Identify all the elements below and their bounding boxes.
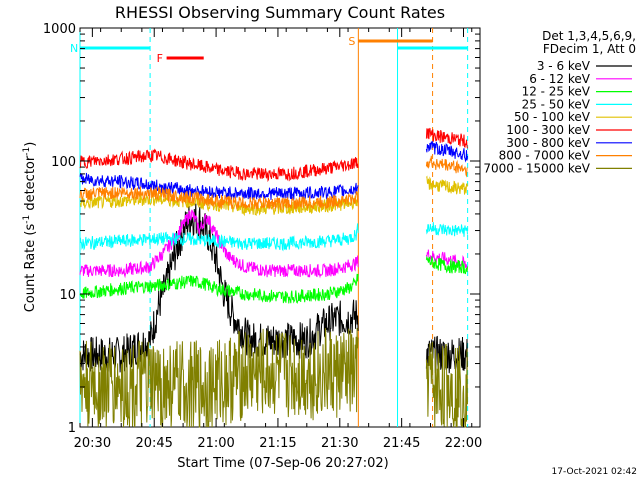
series-line-8-seg-1	[425, 341, 468, 428]
series-line-7-seg-1	[425, 155, 468, 178]
legend-label-7: 800 - 7000 keV	[499, 149, 591, 163]
x-tick-label-4: 21:30	[321, 436, 358, 451]
series-line-4-seg-0	[80, 191, 359, 217]
series-line-8-seg-0	[79, 327, 359, 428]
legend-label-4: 50 - 100 keV	[514, 110, 591, 124]
series-line-3-seg-0	[79, 223, 359, 252]
legend-label-2: 12 - 25 keV	[522, 85, 591, 99]
legend-label-6: 300 - 800 keV	[506, 136, 590, 150]
series-layer	[79, 127, 468, 428]
legend-header-0: Det 1,3,4,5,6,9,	[542, 29, 636, 43]
x-tick-label-3: 21:15	[259, 436, 296, 451]
x-tick-label-6: 22:00	[445, 436, 482, 451]
chart-title: RHESSI Observing Summary Count Rates	[115, 3, 445, 22]
x-tick-label-1: 20:45	[135, 436, 172, 451]
series-line-5-seg-0	[79, 148, 359, 183]
legend-label-1: 6 - 12 keV	[529, 72, 591, 86]
y-tick-label-1: 10	[59, 288, 76, 303]
y-tick-label-2: 100	[51, 155, 76, 170]
legend: Det 1,3,4,5,6,9,FDecim 1, Att 0 3 - 6 keV…	[483, 29, 636, 175]
x-axis-title: Start Time (07-Sep-06 20:27:02)	[177, 456, 388, 471]
series-line-4-seg-1	[426, 175, 468, 195]
series-line-6-seg-0	[79, 172, 359, 201]
flag-label-F: F	[157, 52, 163, 65]
flag-label-S: S	[348, 35, 355, 48]
series-line-0-seg-1	[425, 335, 468, 374]
series-line-7-seg-0	[79, 185, 359, 211]
legend-label-8: 7000 - 15000 keV	[483, 161, 590, 175]
series-line-1-seg-1	[425, 249, 468, 272]
series-line-1-seg-0	[79, 209, 359, 279]
series-line-3-seg-1	[425, 222, 468, 237]
x-tick-label-5: 21:45	[383, 436, 420, 451]
legend-label-0: 3 - 6 keV	[537, 59, 591, 73]
flag-bars: N F S	[70, 35, 468, 65]
series-line-0-seg-0	[79, 203, 359, 373]
series-line-5-seg-1	[425, 127, 468, 149]
generation-timestamp: 17-Oct-2021 02:42	[552, 467, 637, 477]
y-tick-label-0: 1	[68, 421, 76, 436]
series-line-6-seg-1	[425, 140, 468, 163]
series-line-2-seg-1	[425, 256, 468, 275]
series-line-2-seg-0	[79, 273, 359, 304]
x-tick-label-2: 21:00	[197, 436, 234, 451]
legend-header-1: FDecim 1, Att 0	[543, 42, 636, 56]
y-tick-label-3: 1000	[43, 22, 76, 37]
flag-label-N: N	[70, 42, 78, 55]
legend-label-3: 25 - 50 keV	[522, 97, 591, 111]
legend-label-5: 100 - 300 keV	[506, 123, 590, 137]
y-axis-title: Count Rate (s-1 detector-1)	[22, 142, 38, 313]
x-axis-ticks: 20:30 20:45 21:00 21:15 21:30 21:45 22:00	[74, 28, 482, 451]
x-tick-label-0: 20:30	[74, 436, 111, 451]
